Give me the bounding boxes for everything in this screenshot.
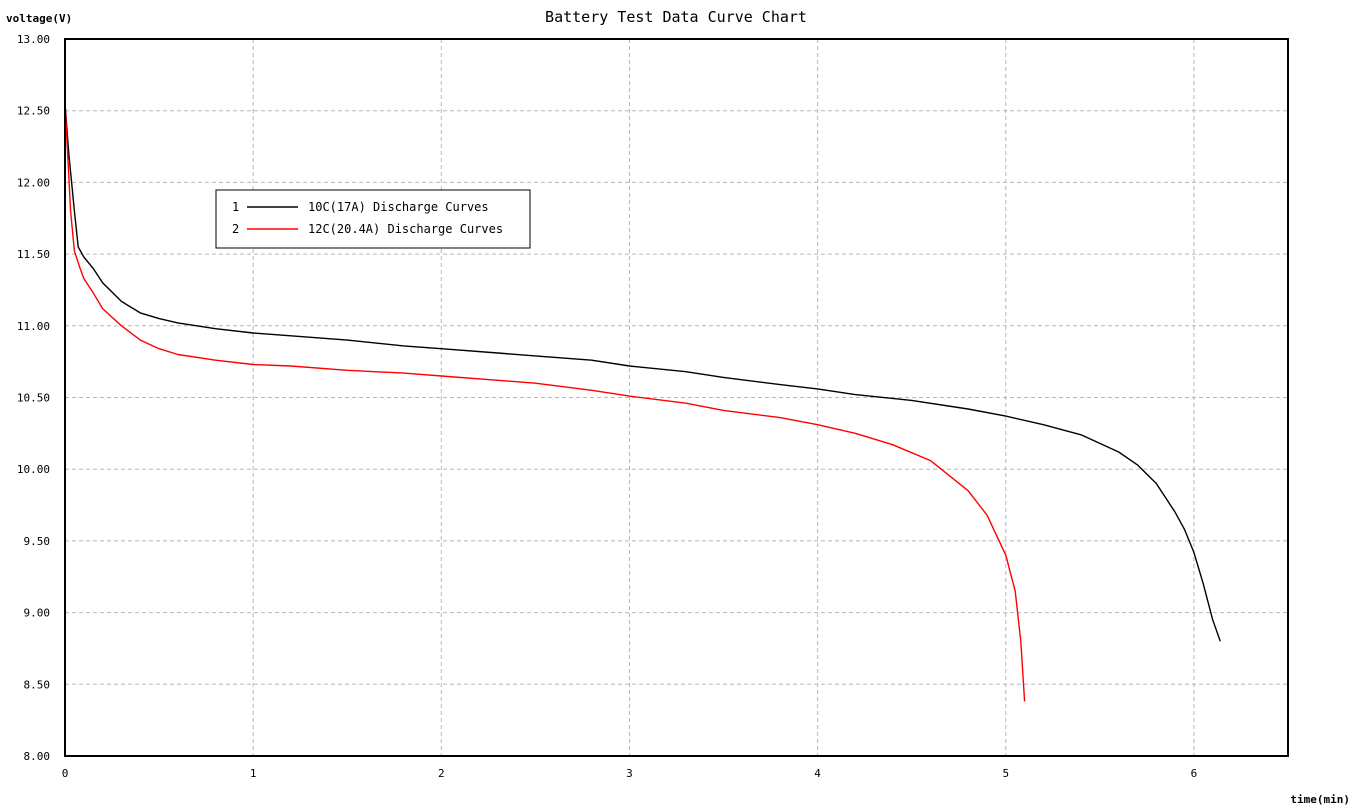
y-tick-label: 10.50 <box>17 392 50 405</box>
plot-frame <box>64 38 1289 757</box>
series-line-2 <box>64 103 1026 702</box>
legend-index: 2 <box>232 222 239 236</box>
y-tick-label: 8.00 <box>24 750 51 763</box>
y-axis-label: voltage(V) <box>6 12 72 25</box>
legend-label: 12C(20.4A) Discharge Curves <box>308 222 503 236</box>
x-tick-label: 4 <box>814 767 821 780</box>
grid <box>65 39 1288 756</box>
series-lines <box>64 103 1221 702</box>
y-tick-label: 12.00 <box>17 176 50 189</box>
y-tick-label: 9.00 <box>24 607 51 620</box>
y-tick-label: 12.50 <box>17 105 50 118</box>
series-line-1 <box>64 103 1221 642</box>
x-tick-label: 5 <box>1002 767 1009 780</box>
x-tick-label: 6 <box>1191 767 1198 780</box>
y-tick-label: 9.50 <box>24 535 51 548</box>
x-axis-label: time(min) <box>1290 793 1350 806</box>
legend-index: 1 <box>232 200 239 214</box>
legend-label: 10C(17A) Discharge Curves <box>308 200 489 214</box>
x-axis-ticks: 0 1 2 3 4 5 6 <box>62 767 1198 780</box>
x-tick-label: 0 <box>62 767 69 780</box>
x-tick-label: 3 <box>626 767 633 780</box>
y-tick-label: 11.50 <box>17 248 50 261</box>
y-tick-label: 8.50 <box>24 678 51 691</box>
legend-box <box>215 189 531 249</box>
y-tick-label: 11.00 <box>17 320 50 333</box>
y-axis-ticks: 8.00 8.50 9.00 9.50 10.00 10.50 11.00 11.50 12.0… <box>17 33 50 763</box>
y-tick-label: 10.00 <box>17 463 50 476</box>
y-tick-label: 13.00 <box>17 33 50 46</box>
x-tick-label: 1 <box>250 767 257 780</box>
x-tick-label: 2 <box>438 767 445 780</box>
legend: 1 10C(17A) Discharge Curves 2 12C(20.4A) Di… <box>215 189 531 249</box>
chart-title: Battery Test Data Curve Chart <box>545 8 807 26</box>
